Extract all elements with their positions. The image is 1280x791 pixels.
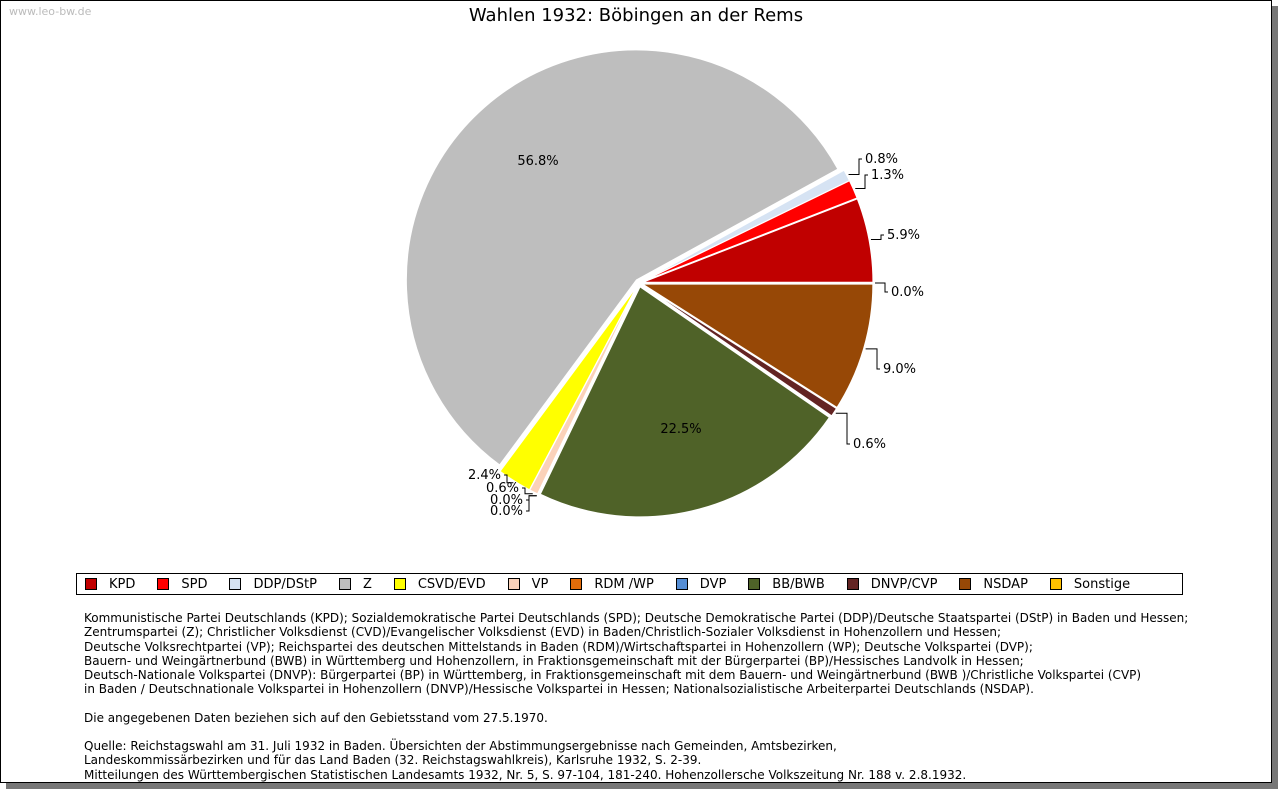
legend-label: DVP xyxy=(699,576,727,592)
pie-chart: 5.9%1.3%0.8%56.8%2.4%0.6%0.0%0.0%22.5%0.… xyxy=(405,49,924,519)
pie-slice-vp xyxy=(529,286,638,495)
legend-swatch xyxy=(675,578,688,590)
pie-slice-ddpdstp xyxy=(642,169,851,282)
legend-item: CSVD/EVD xyxy=(393,576,486,592)
legend-label: KPD xyxy=(109,576,136,592)
leader-line xyxy=(875,282,888,293)
gebietsstand-note: Die angegebenen Daten beziehen sich auf … xyxy=(84,710,548,725)
data-label: 1.3% xyxy=(871,168,904,183)
legend: KPD SPD DDP/DStP Z CSVD/EVD VP RDM /WP DVP BB/BW… xyxy=(76,573,1183,595)
legend-label: VP xyxy=(531,576,549,592)
legend-item: DDP/DStP xyxy=(229,576,317,592)
data-label: 0.0% xyxy=(490,493,523,508)
legend-item: VP xyxy=(507,576,549,592)
legend-swatch xyxy=(846,578,859,590)
chart-title: Wahlen 1932: Böbingen an der Rems xyxy=(468,5,804,26)
watermark: www.leo-bw.de xyxy=(9,5,92,18)
legend-swatch xyxy=(393,578,406,590)
legend-swatch xyxy=(959,578,972,590)
legend-item: Sonstige xyxy=(1049,576,1131,592)
legend-label: NSDAP xyxy=(983,576,1028,592)
legend-swatch xyxy=(507,578,520,590)
data-label: 2.4% xyxy=(468,468,501,483)
legend-item: RDM /WP xyxy=(570,576,654,592)
note-line: in Baden / Deutschnationale Volkspartei … xyxy=(84,682,1034,697)
legend-label: SPD xyxy=(181,576,208,592)
note-line: Deutsche Volksrechtpartei (VP); Reichspa… xyxy=(84,639,1033,654)
leader-line xyxy=(522,487,533,495)
leader-line xyxy=(526,495,537,501)
pie-slice-nsdap xyxy=(641,283,874,409)
leader-line xyxy=(848,158,862,175)
leader-line xyxy=(835,412,850,445)
legend-item: NSDAP xyxy=(959,577,1028,592)
note-line: Bauern- und Weingärtnerbund (BWB) in Wür… xyxy=(84,653,1024,668)
data-label: 0.8% xyxy=(865,152,898,167)
legend-label: DNVP/CVP xyxy=(870,576,938,592)
legend-label: RDM /WP xyxy=(594,576,654,592)
legend-label: BB/BWB xyxy=(772,576,825,592)
pie-slice-kpd xyxy=(642,198,874,283)
note-line: Zentrumspartei (Z); Christlicher Volksdi… xyxy=(84,625,1002,640)
notes: Kommunistische Partei Deutschlands (KPD)… xyxy=(84,611,1188,782)
data-label: 5.9% xyxy=(887,228,920,243)
legend-swatch xyxy=(748,578,761,590)
leader-line xyxy=(504,474,514,484)
legend-item: DVP xyxy=(675,576,727,592)
data-label: 0.6% xyxy=(486,481,519,496)
legend-swatch xyxy=(229,578,242,590)
pie-slice-z xyxy=(405,49,839,466)
leader-line xyxy=(855,174,868,190)
legend-item: KPD xyxy=(85,577,135,592)
legend-item: DNVP/CVP xyxy=(846,576,938,592)
data-label: 22.5% xyxy=(660,422,701,437)
source-line: Mitteilungen des Württembergischen Stati… xyxy=(84,767,967,782)
data-label: 56.8% xyxy=(517,154,558,169)
leader-line xyxy=(870,234,884,240)
source-line: Quelle: Reichstagswahl am 31. Juli 1932 … xyxy=(84,739,837,754)
legend-swatch xyxy=(1049,578,1062,590)
legend-item: BB/BWB xyxy=(748,576,825,592)
data-label: 9.0% xyxy=(883,362,916,377)
legend-item: Z xyxy=(338,576,372,592)
legend-swatch xyxy=(338,578,351,590)
legend-item: SPD xyxy=(157,577,207,592)
data-label: 0.6% xyxy=(853,437,886,452)
data-label: 0.0% xyxy=(490,504,523,519)
pie-slice-bbbwb xyxy=(539,286,831,518)
legend-label: DDP/DStP xyxy=(253,576,317,592)
data-label: 0.0% xyxy=(891,285,924,300)
legend-label: CSVD/EVD xyxy=(417,576,486,592)
legend-swatch xyxy=(157,578,170,590)
leader-line xyxy=(865,348,880,370)
leader-line xyxy=(526,495,537,512)
legend-swatch xyxy=(85,578,97,590)
legend-swatch xyxy=(570,578,583,590)
legend-label: Z xyxy=(362,576,372,592)
note-line: Deutsch-Nationale Volkspartei (DNVP): Bü… xyxy=(84,668,1142,683)
source-line: Landeskommissärbezirken und für das Land… xyxy=(84,753,702,768)
note-line: Kommunistische Partei Deutschlands (KPD)… xyxy=(84,611,1189,625)
pie-slice-dnvpcvp xyxy=(642,284,838,417)
legend-label: Sonstige xyxy=(1073,576,1131,592)
